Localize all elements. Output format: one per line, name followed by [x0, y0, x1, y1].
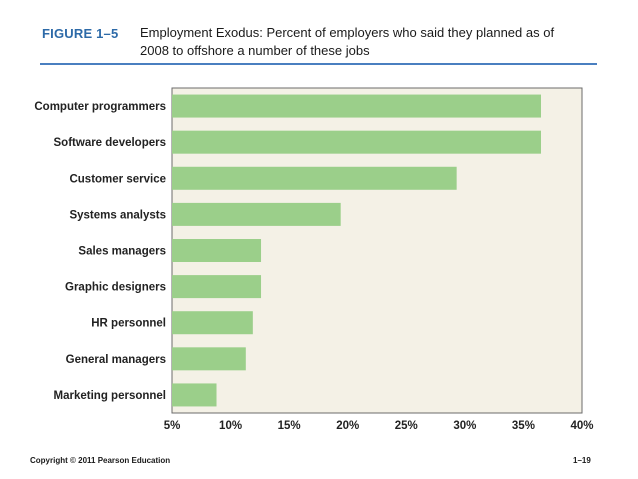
- category-label: Software developers: [54, 137, 166, 149]
- category-label: Sales managers: [78, 246, 166, 258]
- bar-general-managers: [172, 347, 246, 371]
- bar-sales-managers: [172, 239, 262, 262]
- category-label: Marketing personnel: [54, 390, 166, 402]
- x-tick-label: 5%: [164, 420, 181, 432]
- x-tick-label: 35%: [512, 420, 535, 432]
- header-divider: [40, 63, 597, 65]
- figure-label: FIGURE 1–5: [42, 26, 119, 41]
- category-label: Systems analysts: [69, 209, 166, 221]
- x-tick-label: 20%: [336, 420, 359, 432]
- category-label: HR personnel: [91, 318, 166, 330]
- copyright-text: Copyright © 2011 Pearson Education: [30, 456, 171, 465]
- bar-marketing-personnel: [172, 383, 217, 407]
- bar-systems-analysts: [172, 202, 341, 226]
- x-tick-label: 30%: [453, 420, 476, 432]
- bar-hr-personnel: [172, 311, 253, 335]
- category-label: Graphic designers: [65, 282, 166, 294]
- bar-graphic-designers: [172, 275, 262, 299]
- category-label: Computer programmers: [34, 101, 166, 113]
- bar-software-developers: [172, 130, 541, 154]
- category-label: Customer service: [69, 173, 166, 185]
- bar-customer-service: [172, 166, 457, 190]
- category-label: General managers: [66, 354, 166, 366]
- x-tick-label: 25%: [395, 420, 418, 432]
- page-number: 1–19: [573, 456, 591, 465]
- bar-computer-programmers: [172, 94, 541, 118]
- x-tick-label: 15%: [278, 420, 301, 432]
- figure-caption: Employment Exodus: Percent of employers …: [140, 25, 555, 58]
- x-tick-label: 10%: [219, 420, 242, 432]
- x-tick-label: 40%: [570, 420, 593, 432]
